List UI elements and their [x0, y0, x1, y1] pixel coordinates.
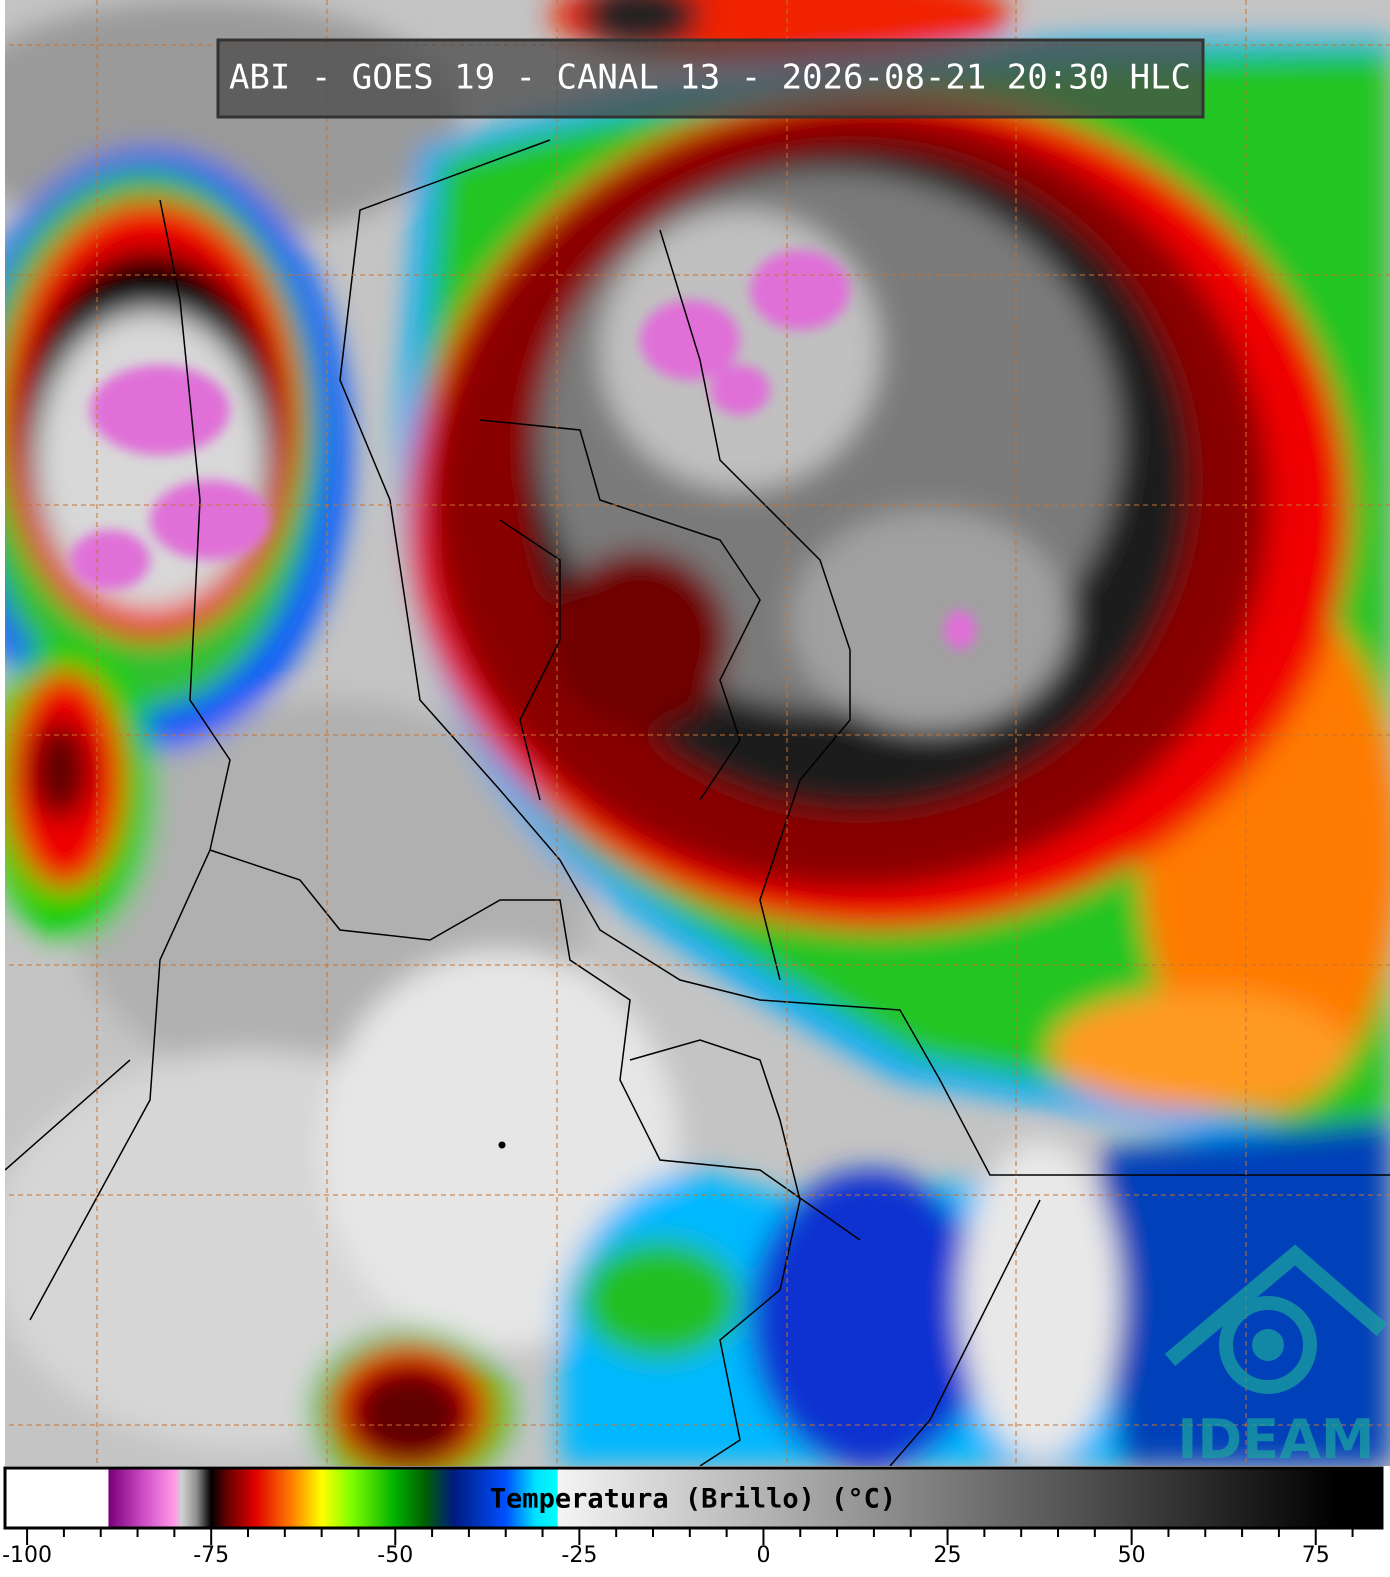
tick-label: -75 [193, 1543, 229, 1568]
colorbar-title: Temperatura (Brillo) (°C) [490, 1484, 896, 1515]
tick-label: 75 [1302, 1543, 1330, 1568]
imagery: IDEAM [5, 0, 1390, 1471]
logo: IDEAM [1164, 1244, 1388, 1471]
logo-text: IDEAM [1177, 1408, 1374, 1471]
title: ABI - GOES 19 - CANAL 13 - 2026-08-21 20… [229, 58, 1191, 98]
tick-label: 25 [934, 1543, 962, 1568]
colorbar-bar [3, 1466, 1384, 1530]
tick-label: 0 [756, 1543, 770, 1568]
tick-label: -100 [2, 1543, 52, 1568]
tick-label: 50 [1118, 1543, 1146, 1568]
tick-label: -25 [561, 1543, 597, 1568]
title-box [216, 38, 1205, 119]
tick-label: -50 [377, 1543, 413, 1568]
colorbar: Temperatura (Brillo) (°C) -100 -75 -50 -25 0… [2, 1466, 1384, 1568]
